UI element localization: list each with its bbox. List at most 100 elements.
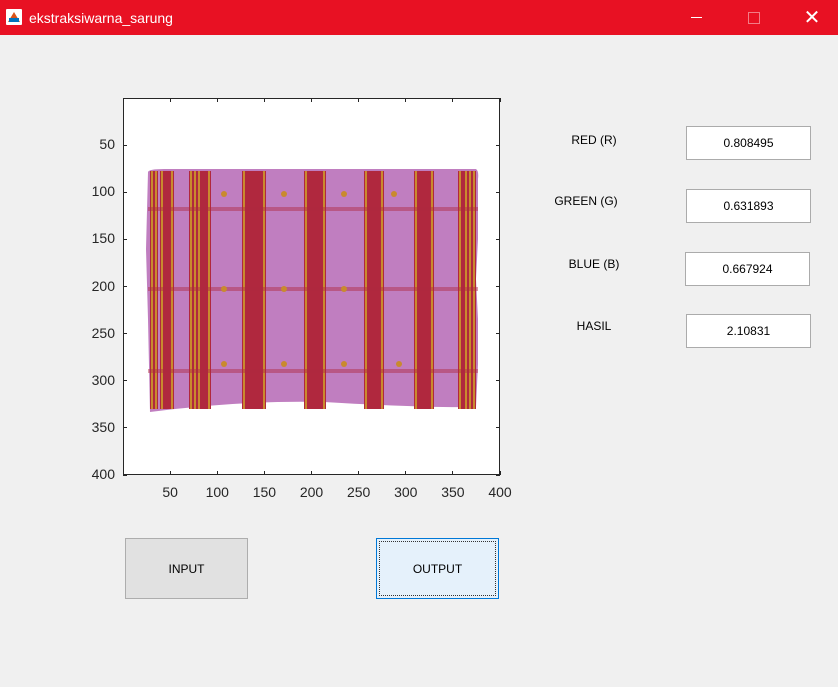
gold-thread	[469, 171, 471, 409]
minimize-button[interactable]	[673, 0, 719, 35]
x-tick	[405, 98, 407, 102]
y-tick	[123, 191, 127, 193]
y-tick	[123, 474, 127, 476]
gold-thread	[263, 171, 265, 409]
hasil-value-field[interactable]: 2.10831	[686, 314, 811, 348]
motif-dot	[341, 191, 347, 197]
maximize-button[interactable]	[731, 0, 777, 35]
close-icon: ✕	[803, 6, 821, 29]
y-tick	[496, 191, 500, 193]
gold-thread	[171, 171, 173, 409]
green-value-field[interactable]: 0.631893	[686, 189, 811, 223]
gold-thread	[151, 171, 153, 409]
motif-dot	[391, 191, 397, 197]
x-tick-label: 400	[488, 484, 512, 500]
x-tick	[499, 471, 501, 475]
x-tick-label: 250	[346, 484, 371, 500]
blue-value-field[interactable]: 0.667924	[685, 252, 810, 286]
motif-dot	[281, 286, 287, 292]
motif-dot	[396, 361, 402, 367]
gold-thread	[198, 171, 200, 409]
y-tick	[496, 474, 500, 476]
y-tick	[496, 144, 500, 146]
gold-thread	[194, 171, 196, 409]
horizontal-band	[148, 369, 478, 373]
window-title: ekstraksiwarna_sarung	[29, 10, 173, 26]
y-tick	[496, 333, 500, 335]
x-tick	[499, 98, 501, 102]
x-tick	[452, 471, 454, 475]
x-tick-label: 350	[441, 484, 465, 500]
blue-label: BLUE (B)	[568, 257, 620, 271]
y-tick-label: 150	[91, 230, 115, 247]
gold-thread	[381, 171, 383, 409]
y-tick	[123, 144, 127, 146]
horizontal-band	[148, 207, 478, 211]
close-button[interactable]: ✕	[789, 0, 835, 35]
x-tick	[452, 98, 454, 102]
motif-dot	[221, 286, 227, 292]
red-stripe	[468, 171, 476, 409]
x-tick-label: 300	[394, 484, 418, 500]
gold-thread	[365, 171, 367, 409]
x-tick	[169, 98, 171, 102]
y-tick-label: 350	[91, 418, 115, 435]
maximize-icon	[748, 11, 760, 24]
gold-thread	[305, 171, 307, 409]
motif-dot	[221, 361, 227, 367]
red-stripe	[160, 171, 174, 409]
x-tick	[216, 98, 218, 102]
x-tick-label: 200	[299, 484, 324, 500]
x-tick-label: 150	[252, 484, 277, 500]
output-button[interactable]: OUTPUT	[376, 538, 499, 599]
x-tick	[358, 471, 360, 475]
red-stripe	[242, 171, 266, 409]
red-stripe	[304, 171, 326, 409]
title-bar: ekstraksiwarna_sarung ✕	[0, 0, 838, 35]
y-tick	[123, 380, 127, 382]
matlab-icon	[6, 9, 22, 25]
y-tick-label: 200	[91, 277, 115, 294]
y-tick-label: 400	[91, 466, 115, 482]
red-stripe	[189, 171, 197, 409]
gold-thread	[431, 171, 433, 409]
y-tick-label: 250	[91, 324, 115, 341]
red-stripe	[150, 171, 158, 409]
input-button[interactable]: INPUT	[125, 538, 248, 599]
y-tick	[496, 238, 500, 240]
gold-thread	[473, 171, 475, 409]
x-tick	[169, 471, 171, 475]
y-tick-label: 300	[91, 371, 115, 388]
y-tick	[123, 238, 127, 240]
gold-thread	[243, 171, 245, 409]
y-tick	[496, 380, 500, 382]
gold-thread	[155, 171, 157, 409]
gold-thread	[161, 171, 163, 409]
gold-thread	[190, 171, 192, 409]
y-tick	[496, 286, 500, 287]
red-stripe	[458, 171, 468, 409]
motif-dot	[341, 361, 347, 367]
red-value-field[interactable]: 0.808495	[686, 126, 811, 160]
y-tick	[123, 427, 127, 429]
hasil-label: HASIL	[576, 319, 612, 333]
motif-dot	[341, 286, 347, 292]
gold-thread	[323, 171, 325, 409]
x-tick-label: 100	[205, 484, 229, 500]
y-tick	[123, 286, 127, 287]
gold-thread	[415, 171, 417, 409]
red-stripe	[197, 171, 211, 409]
horizontal-band	[148, 287, 478, 291]
x-tick	[216, 471, 218, 475]
x-tick	[311, 98, 312, 102]
gold-thread	[465, 171, 467, 409]
y-tick-label: 100	[91, 183, 115, 200]
red-stripe	[414, 171, 434, 409]
x-tick	[358, 98, 360, 102]
x-tick	[263, 471, 265, 475]
y-tick	[123, 333, 127, 335]
red-stripe	[364, 171, 384, 409]
green-label: GREEN (G)	[554, 194, 618, 208]
x-tick	[311, 471, 312, 475]
motif-dot	[221, 191, 227, 197]
